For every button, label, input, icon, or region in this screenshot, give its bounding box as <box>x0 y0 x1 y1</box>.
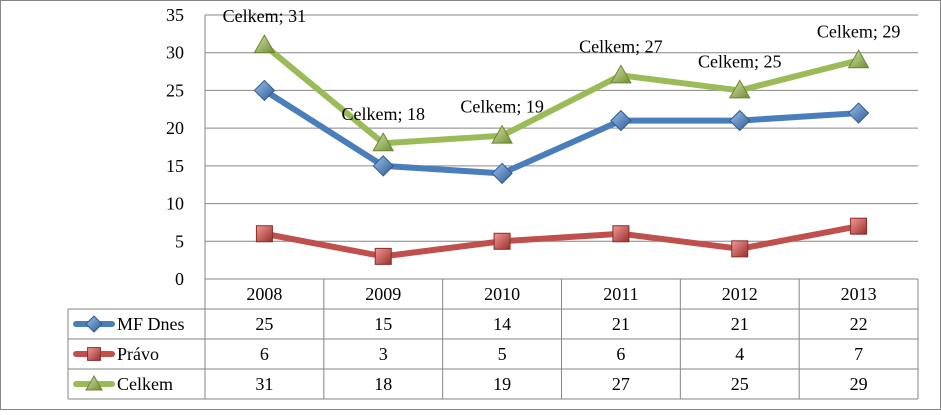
data-point-pr-vo <box>493 232 511 250</box>
data-point-celkem <box>610 64 632 84</box>
y-tick-label: 20 <box>166 118 184 138</box>
data-label: Celkem; 27 <box>579 36 663 56</box>
legend-label-celkem: Celkem <box>117 374 173 394</box>
data-label: Celkem; 18 <box>342 104 426 124</box>
table-cell-value: 31 <box>255 374 273 394</box>
x-category-label: 2010 <box>484 284 520 304</box>
data-point-mf-dnes <box>372 155 394 177</box>
data-point-mf-dnes <box>847 102 870 124</box>
table-cell-value: 6 <box>616 344 625 364</box>
table-cell-value: 3 <box>379 344 388 364</box>
data-label: Celkem; 29 <box>817 21 901 41</box>
data-point-celkem <box>728 79 751 99</box>
data-point-celkem <box>372 132 395 152</box>
table-cell-value: 21 <box>731 314 749 334</box>
data-point-mf-dnes <box>253 79 276 102</box>
data-point-mf-dnes <box>729 109 751 132</box>
legend-marker-celkem <box>85 374 103 391</box>
series-lines <box>261 42 862 260</box>
table-cell-value: 21 <box>612 314 630 334</box>
data-labels: Celkem; 31 Celkem; 18 Celkem; 19 Celkem; 27… <box>223 6 901 124</box>
series-markers <box>253 34 870 265</box>
data-point-pr-vo <box>850 217 868 235</box>
y-tick-label: 10 <box>166 194 184 214</box>
data-point-celkem <box>253 34 276 54</box>
data-label: Celkem; 25 <box>698 51 782 71</box>
x-category-label: 2013 <box>841 284 877 304</box>
x-category-label: 2008 <box>246 284 282 304</box>
series-line-celkem <box>261 42 862 147</box>
y-tick-label: 30 <box>166 43 184 63</box>
table-cell-value: 5 <box>498 344 507 364</box>
data-point-mf-dnes <box>491 162 513 185</box>
x-category-label: 2012 <box>722 284 758 304</box>
data-point-pr-vo <box>731 240 749 258</box>
table-cell-value: 15 <box>374 314 392 334</box>
table-cell-value: 14 <box>493 314 511 334</box>
legend-label-mf-dnes: MF Dnes <box>117 314 185 334</box>
y-tick-label: 5 <box>175 231 184 251</box>
legend-marker-pr-vo <box>87 347 101 361</box>
data-point-mf-dnes <box>610 109 632 132</box>
data-point-pr-vo <box>374 247 392 265</box>
table-cell-value: 19 <box>493 374 511 394</box>
table-cell-value: 25 <box>255 314 273 334</box>
table-cell-value: 4 <box>735 344 744 364</box>
data-label: Celkem; 19 <box>460 97 544 117</box>
table-cell-value: 7 <box>854 344 863 364</box>
table-cell-value: 25 <box>731 374 749 394</box>
table-cell-value: 27 <box>612 374 630 394</box>
y-tick-label: 15 <box>166 156 184 176</box>
legend-label-pr-vo: Právo <box>117 344 159 364</box>
series-line-pr-vo <box>261 223 862 260</box>
data-point-celkem <box>491 124 513 144</box>
data-table: 2008 2009 2010 2011 2012 2013 MF Dnes 25 15 14 21 2… <box>67 278 919 400</box>
table-cell-value: 22 <box>850 314 868 334</box>
x-category-label: 2009 <box>365 284 401 304</box>
table-cell-value: 18 <box>374 374 392 394</box>
legend-marker-mf-dnes <box>85 315 103 333</box>
y-tick-label: 25 <box>166 80 184 100</box>
table-cell-value: 29 <box>850 374 868 394</box>
y-tick-label: 35 <box>166 5 184 25</box>
y-tick-label: 0 <box>175 269 184 289</box>
y-axis: 0 5 10 15 20 25 30 35 <box>166 5 206 289</box>
data-label: Celkem; 31 <box>223 6 307 26</box>
x-category-label: 2011 <box>603 284 638 304</box>
table-cell-value: 6 <box>260 344 269 364</box>
series-line-mf-dnes <box>261 87 862 177</box>
data-point-pr-vo <box>612 225 630 243</box>
data-point-celkem <box>847 49 870 69</box>
data-point-pr-vo <box>255 225 273 243</box>
